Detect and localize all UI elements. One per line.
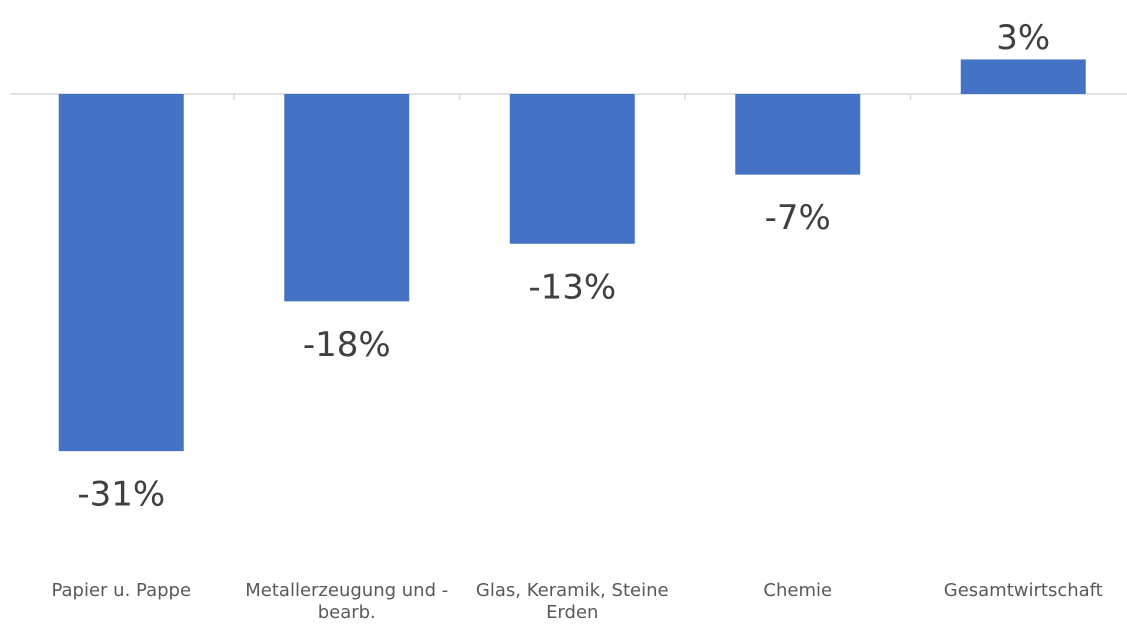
bar [960, 59, 1086, 94]
x-tick-label: Metallerzeugung und -bearb. [245, 580, 449, 623]
x-tick-label: Chemie [763, 580, 833, 601]
value-label: -7% [765, 198, 831, 238]
x-tick-label: Papier u. Pappe [51, 580, 192, 601]
bar [58, 94, 184, 452]
x-tick-label: Gesamtwirtschaft [943, 580, 1103, 601]
value-label: -18% [303, 325, 391, 365]
bar [284, 94, 410, 302]
value-label: -13% [528, 267, 616, 307]
x-tick-label: Glas, Keramik, Steine Erden [475, 580, 669, 623]
value-label: 3% [996, 18, 1050, 58]
bar [735, 94, 861, 175]
bar [509, 94, 635, 244]
value-label: -31% [77, 475, 165, 515]
